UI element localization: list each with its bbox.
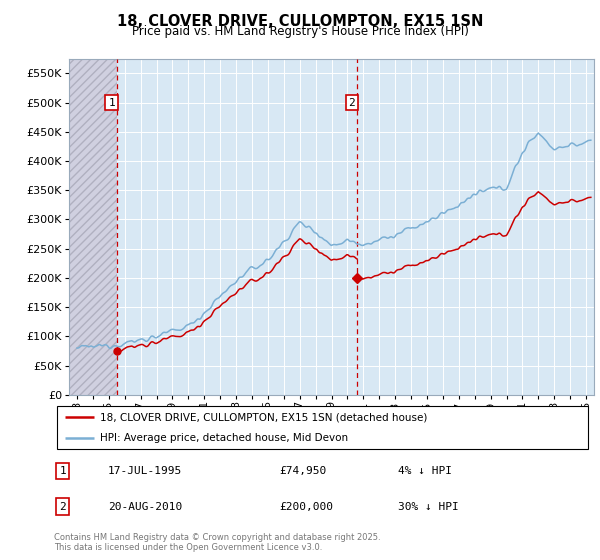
Text: 20-AUG-2010: 20-AUG-2010 bbox=[108, 502, 182, 511]
Text: 1: 1 bbox=[59, 466, 66, 476]
Text: 2: 2 bbox=[348, 97, 355, 108]
Text: £200,000: £200,000 bbox=[280, 502, 334, 511]
Text: £74,950: £74,950 bbox=[280, 466, 327, 476]
Text: 18, CLOVER DRIVE, CULLOMPTON, EX15 1SN: 18, CLOVER DRIVE, CULLOMPTON, EX15 1SN bbox=[117, 14, 483, 29]
Bar bbox=[69, 59, 118, 395]
Text: 4% ↓ HPI: 4% ↓ HPI bbox=[398, 466, 452, 476]
Text: 30% ↓ HPI: 30% ↓ HPI bbox=[398, 502, 458, 511]
Text: Price paid vs. HM Land Registry's House Price Index (HPI): Price paid vs. HM Land Registry's House … bbox=[131, 25, 469, 38]
Text: This data is licensed under the Open Government Licence v3.0.: This data is licensed under the Open Gov… bbox=[54, 543, 322, 552]
Text: HPI: Average price, detached house, Mid Devon: HPI: Average price, detached house, Mid … bbox=[100, 433, 348, 444]
Text: 17-JUL-1995: 17-JUL-1995 bbox=[108, 466, 182, 476]
Text: Contains HM Land Registry data © Crown copyright and database right 2025.: Contains HM Land Registry data © Crown c… bbox=[54, 533, 380, 542]
Text: 18, CLOVER DRIVE, CULLOMPTON, EX15 1SN (detached house): 18, CLOVER DRIVE, CULLOMPTON, EX15 1SN (… bbox=[100, 412, 427, 422]
Text: 1: 1 bbox=[108, 97, 115, 108]
FancyBboxPatch shape bbox=[56, 406, 589, 449]
Text: 2: 2 bbox=[59, 502, 66, 511]
